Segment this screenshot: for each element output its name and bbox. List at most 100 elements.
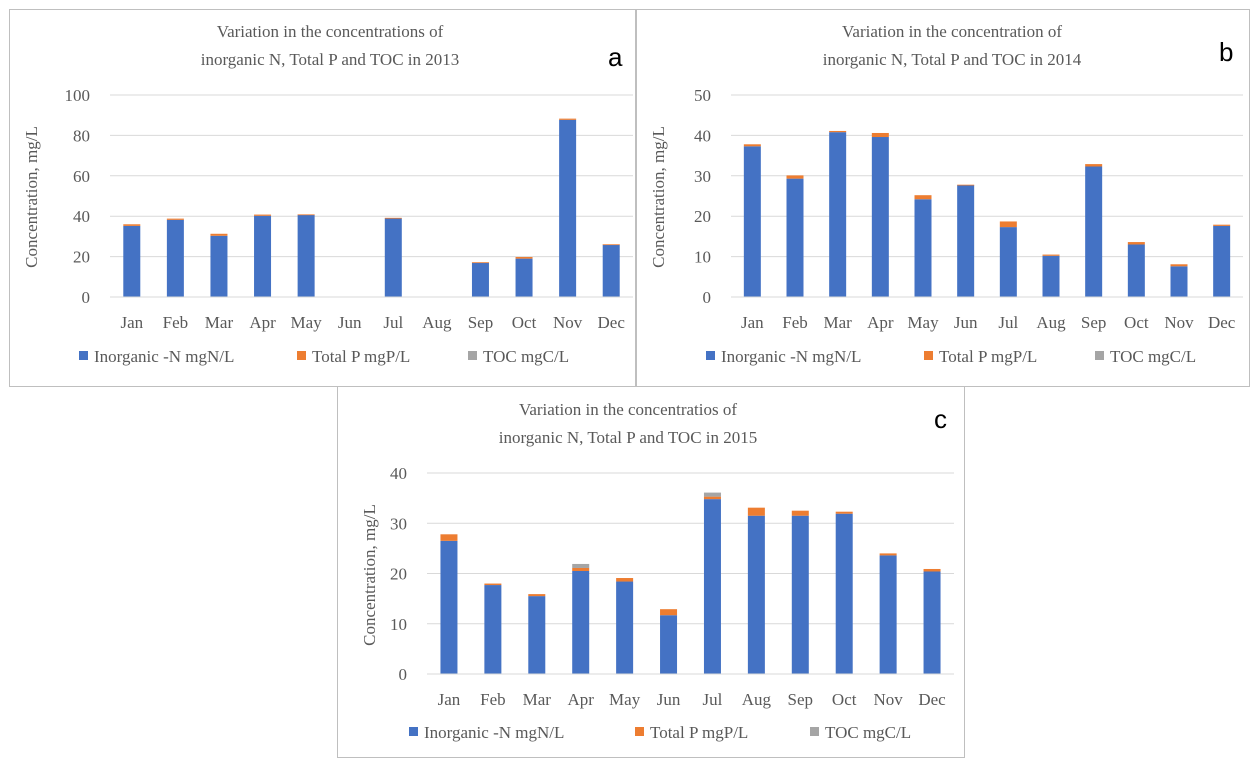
chart-a-y-tick-label: 20 [73, 248, 90, 267]
chart-a-bar-apr-series-2 [254, 214, 272, 216]
chart-b-x-tick-label: Jan [741, 313, 764, 332]
chart-c-title-line-1: Variation in the concentratios of [519, 400, 737, 419]
chart-b-y-tick-label: 30 [694, 167, 711, 186]
chart-c-bar-oct-series-1 [835, 513, 853, 674]
chart-b-bar-jun-series-2 [957, 184, 975, 186]
chart-b-legend-swatch-3 [1095, 351, 1104, 360]
chart-a-legend-label-2: Total P mgP/L [312, 347, 410, 366]
chart-a-x-tick-label: Nov [553, 313, 583, 332]
chart-c-title-line-2: inorganic N, Total P and TOC in 2015 [499, 428, 758, 447]
chart-c-x-tick-label: Nov [873, 690, 903, 709]
chart-b-bar-jul-series-1 [999, 227, 1017, 297]
chart-c-bar-jul-series-1 [703, 499, 721, 674]
chart-b-x-tick-label: Dec [1208, 313, 1236, 332]
chart-a-x-tick-label: Dec [598, 313, 626, 332]
chart-c-x-tick-label: Oct [832, 690, 857, 709]
chart-c-panel-letter: c [934, 404, 947, 434]
chart-b-bar-nov-series-2 [1170, 264, 1188, 267]
chart-b-x-tick-label: Mar [824, 313, 853, 332]
chart-b-x-tick-label: May [907, 313, 939, 332]
chart-a-title-line-2: inorganic N, Total P and TOC in 2013 [201, 50, 460, 69]
chart-b-bar-jun-series-1 [957, 185, 975, 297]
chart-b-y-tick-label: 50 [694, 86, 711, 105]
chart-c-legend-label-2: Total P mgP/L [650, 723, 748, 742]
chart-a-y-tick-label: 40 [73, 207, 90, 226]
chart-c-legend-swatch-2 [635, 727, 644, 736]
chart-c-x-tick-label: Dec [918, 690, 946, 709]
chart-b-bar-jul-series-2 [999, 221, 1017, 228]
chart-c-bar-feb-series-2 [484, 583, 502, 586]
chart-a-bar-dec-series-1 [602, 244, 620, 297]
chart-b-bar-jan-series-1 [743, 146, 761, 297]
chart-b-legend-label-3: TOC mgC/L [1110, 347, 1196, 366]
chart-c-bar-jun-series-1 [660, 615, 678, 674]
chart-a-x-tick-label: Feb [163, 313, 189, 332]
chart-b-bar-apr-series-1 [871, 137, 889, 297]
chart-a-bar-jul-series-2 [384, 217, 402, 219]
chart-b-bar-oct-series-1 [1127, 244, 1145, 297]
chart-a-legend-label-3: TOC mgC/L [483, 347, 569, 366]
chart-b-y-tick-label: 10 [694, 248, 711, 267]
chart-a-x-tick-label: Sep [468, 313, 494, 332]
chart-c-bar-jul-series-2 [703, 496, 721, 500]
chart-b-y-tick-label: 20 [694, 207, 711, 226]
chart-a-x-tick-label: Apr [249, 313, 276, 332]
chart-b-bar-nov-series-1 [1170, 266, 1188, 297]
chart-c-x-tick-label: Mar [523, 690, 552, 709]
chart-b-x-tick-label: Oct [1124, 313, 1149, 332]
chart-a-bar-sep-series-1 [471, 262, 489, 297]
chart-a-svg: Variation in the concentrations of inorga… [22, 22, 633, 366]
chart-c-svg: Variation in the concentratios of inorgan… [360, 400, 954, 742]
chart-c-x-tick-label: Jan [438, 690, 461, 709]
chart-a-bar-mar-series-2 [210, 233, 228, 236]
chart-b-bar-oct-series-2 [1127, 242, 1145, 245]
chart-c-x-tick-label: Feb [480, 690, 506, 709]
chart-a-bar-feb-series-2 [166, 218, 184, 220]
chart-a-bar-jan-series-1 [123, 225, 141, 297]
chart-b-bar-mar-series-1 [829, 132, 847, 297]
chart-a-x-tick-label: Aug [422, 313, 452, 332]
chart-c-bar-aug-series-1 [747, 515, 765, 674]
chart-a-x-tick-label: Jun [338, 313, 362, 332]
chart-a-legend-label-1: Inorganic -N mgN/L [94, 347, 234, 366]
chart-a-x-tick-label: Oct [512, 313, 537, 332]
chart-b-x-tick-label: Sep [1081, 313, 1107, 332]
chart-c-bar-jun-series-2 [660, 609, 678, 616]
chart-b-x-tick-label: Apr [867, 313, 894, 332]
chart-c-bar-oct-series-2 [835, 511, 853, 514]
chart-b-x-tick-label: Nov [1164, 313, 1194, 332]
chart-b-bar-may-series-1 [914, 199, 932, 297]
chart-b-x-tick-label: Jun [954, 313, 978, 332]
chart-c-legend-label-3: TOC mgC/L [825, 723, 911, 742]
chart-c-bar-may-series-1 [616, 581, 634, 674]
chart-a-bar-apr-series-1 [254, 215, 272, 297]
chart-a-x-tick-label: Mar [205, 313, 234, 332]
chart-b-bar-apr-series-2 [871, 132, 889, 138]
chart-b-legend-swatch-2 [924, 351, 933, 360]
chart-b-bar-aug-series-1 [1042, 255, 1060, 297]
chart-a-y-axis-label: Concentration, mg/L [22, 126, 41, 268]
chart-b-y-tick-label: 40 [694, 126, 711, 145]
chart-a-bar-mar-series-1 [210, 235, 228, 297]
chart-c-bar-sep-series-2 [791, 510, 809, 516]
chart-b-bar-mar-series-2 [829, 130, 847, 133]
chart-b-x-tick-label: Aug [1036, 313, 1066, 332]
chart-c-bar-jan-series-1 [440, 540, 458, 674]
chart-c-bar-nov-series-1 [879, 555, 897, 674]
chart-a-y-tick-label: 0 [82, 288, 91, 307]
chart-a-bar-may-series-2 [297, 214, 315, 216]
chart-c-x-tick-label: May [609, 690, 641, 709]
chart-b-bar-feb-series-2 [786, 175, 804, 179]
chart-b-title-line-2: inorganic N, Total P and TOC in 2014 [823, 50, 1082, 69]
chart-c-bar-dec-series-1 [923, 571, 941, 674]
chart-a-bar-jan-series-2 [123, 224, 141, 226]
chart-c-legend-swatch-3 [810, 727, 819, 736]
chart-c-bar-mar-series-2 [528, 594, 546, 597]
chart-b-bar-feb-series-1 [786, 178, 804, 297]
chart-c-bar-feb-series-1 [484, 585, 502, 674]
chart-b-bar-aug-series-2 [1042, 254, 1060, 256]
chart-a-panel-letter: a [608, 42, 623, 72]
chart-b-bar-jan-series-2 [743, 144, 761, 147]
chart-c-x-tick-label: Jul [703, 690, 723, 709]
chart-c-bar-jan-series-2 [440, 534, 458, 541]
